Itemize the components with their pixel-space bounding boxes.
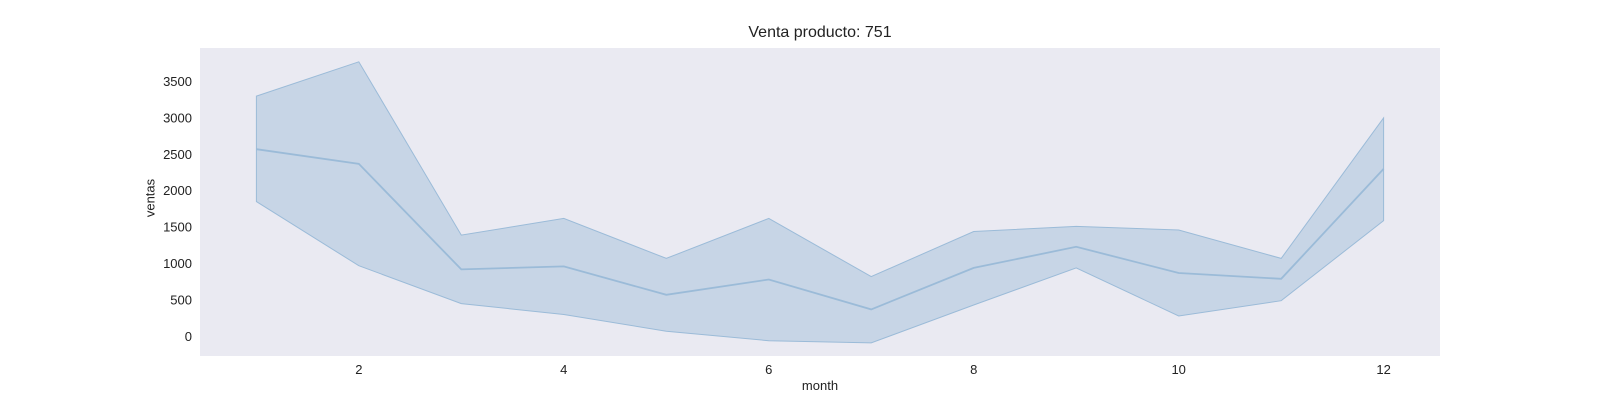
x-tick-labels: 2 4 6 8 10 12 — [355, 362, 1391, 377]
y-axis-label: ventas — [142, 178, 158, 218]
y-tick-label: 0 — [185, 329, 192, 344]
y-tick-label: 2000 — [163, 183, 192, 198]
x-tick-label: 2 — [355, 362, 362, 377]
y-tick-label: 3500 — [163, 74, 192, 89]
x-tick-label: 4 — [560, 362, 567, 377]
series-line-layer — [256, 148, 1385, 311]
chart-title: Venta producto: 751 — [748, 24, 892, 41]
x-axis-label: month — [801, 378, 839, 393]
y-tick-label: 1000 — [163, 256, 192, 271]
x-tick-label: 10 — [1171, 362, 1185, 377]
series-line — [256, 148, 1385, 311]
y-tick-label: 3000 — [163, 110, 192, 125]
confidence-band — [255, 61, 1385, 344]
y-tick-label: 500 — [170, 292, 192, 307]
x-tick-label: 6 — [765, 362, 772, 377]
y-tick-label: 2500 — [163, 147, 192, 162]
confidence-band-layer — [255, 61, 1385, 344]
y-tick-label: 1500 — [163, 220, 192, 235]
y-tick-labels: 0 500 1000 1500 2000 2500 3000 3500 — [163, 74, 192, 344]
x-tick-label: 8 — [970, 362, 977, 377]
x-tick-label: 12 — [1376, 362, 1390, 377]
